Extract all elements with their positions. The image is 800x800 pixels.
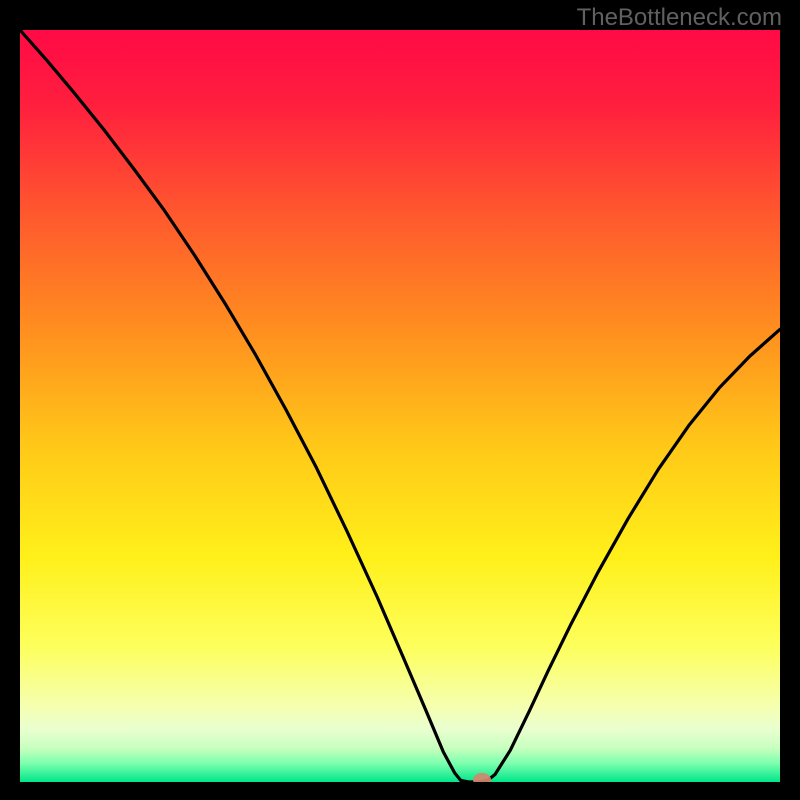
chart-background [20,30,780,782]
chart-frame: TheBottleneck.com [0,0,800,800]
chart-svg [20,30,780,782]
chart-plot-area [20,30,780,782]
watermark-text: TheBottleneck.com [577,4,782,32]
